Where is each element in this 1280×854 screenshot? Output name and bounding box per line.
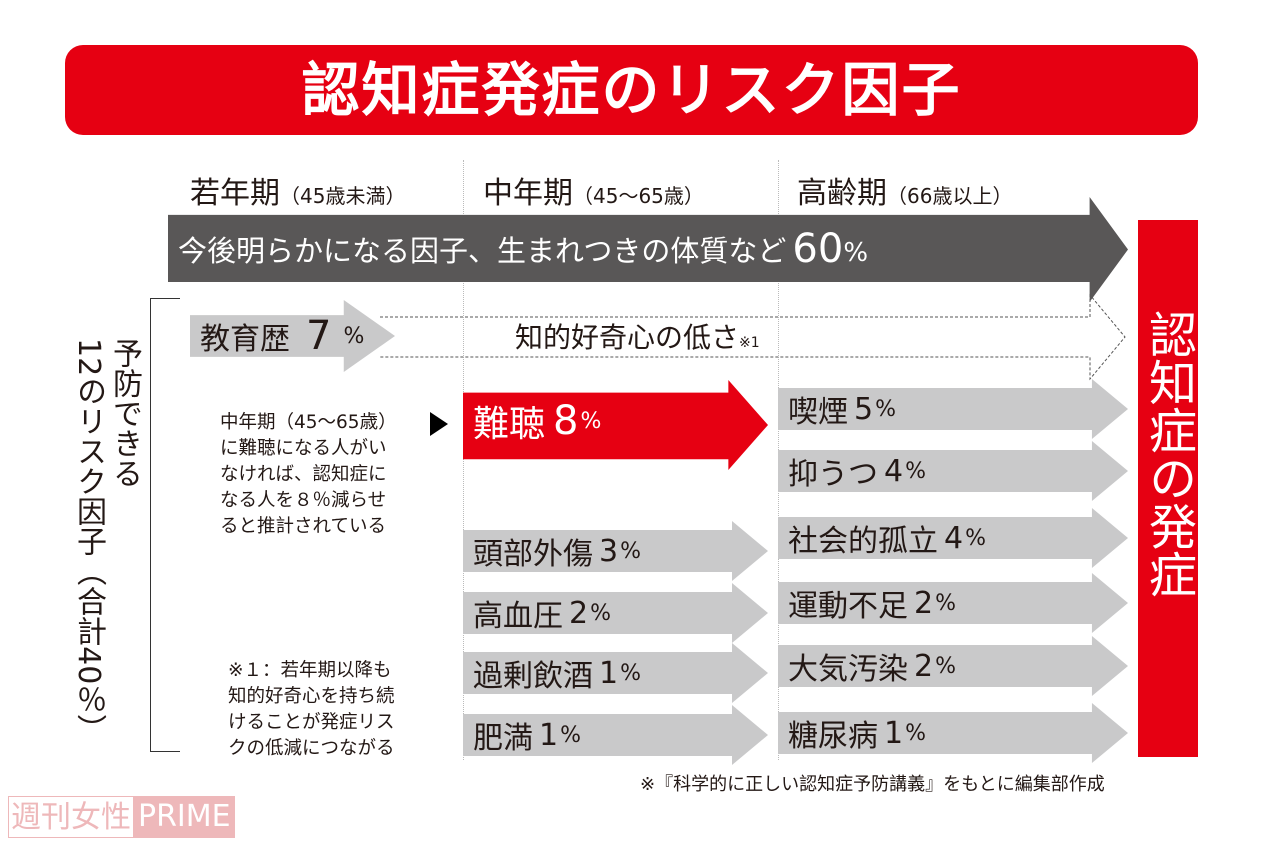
source-note: ※『科学的に正しい認知症予防講義』をもとに編集部作成 [640, 774, 1105, 795]
outcome-box: 認知症の発症 [1138, 220, 1198, 757]
factor-arrow: 喫煙 5% [778, 379, 1128, 439]
factor-arrow: 運動不足 2% [778, 573, 1128, 633]
main-arrow-label: 今後明らかになる因子、生まれつきの体質など [178, 233, 787, 268]
factor-label: 肥満 1% [473, 717, 581, 757]
factor-arrow: 過剰飲酒 1% [463, 643, 768, 703]
factor-label: 社会的孤立 4% [788, 520, 986, 560]
preventable-label: 予防できる [107, 338, 142, 488]
curiosity-arrow [380, 293, 1126, 381]
page-title: 認知症発症のリスク因子 [65, 45, 1198, 135]
footnote-1: ※１：若年期以降も 知的好奇心を持ち続 けることが発症リス クの低減につながる [228, 660, 395, 759]
factor-arrow: 頭部外傷 3% [463, 521, 768, 581]
factor-label: 喫煙 5% [788, 391, 896, 431]
factor-label: 高血圧 2% [473, 595, 611, 635]
curiosity-label: 知的好奇心の低さ※1 [515, 321, 760, 354]
factor-arrow: 糖尿病 1% [778, 703, 1128, 763]
divider [463, 160, 464, 760]
main-arrow: 今後明らかになる因子、生まれつきの体質など 60% [168, 197, 1128, 302]
factor-arrow: 大気汚染 2% [778, 636, 1128, 696]
factor-label: 頭部外傷 3% [473, 533, 641, 573]
hearing-note: 中年期（45〜65歳） に難聴になる人がい なければ、認知症に なる人を８％減らせ… [220, 412, 397, 537]
factor-label: 抑うつ 4% [788, 453, 926, 493]
pointer-triangle-icon [430, 412, 448, 436]
period-youth: 若年期（45歳未満） [190, 176, 406, 211]
period-late: 高齢期（66歳以上） [797, 176, 1013, 211]
preventable-count-label: 12のリスク因子（合計40％） [71, 338, 106, 745]
factor-hearing: 難聴 8% [463, 380, 768, 470]
period-midlife: 中年期（45〜65歳） [483, 176, 704, 211]
factor-label: 過剰飲酒 1% [473, 655, 641, 695]
factor-label: 糖尿病 1% [788, 715, 926, 755]
factor-arrow: 社会的孤立 4% [778, 508, 1128, 568]
factor-education: 教育歴 7% [190, 300, 395, 372]
logo: 週刊女性 PRIME [8, 796, 235, 838]
main-arrow-value: 60 [792, 225, 844, 272]
factor-arrow: 肥満 1% [463, 705, 768, 765]
bracket [150, 298, 180, 752]
factor-label: 大気汚染 2% [788, 648, 956, 688]
factor-label: 運動不足 2% [788, 585, 956, 625]
outcome-label: 認知症の発症 [1140, 310, 1196, 598]
factor-arrow: 高血圧 2% [463, 583, 768, 643]
factor-arrow: 抑うつ 4% [778, 441, 1128, 501]
